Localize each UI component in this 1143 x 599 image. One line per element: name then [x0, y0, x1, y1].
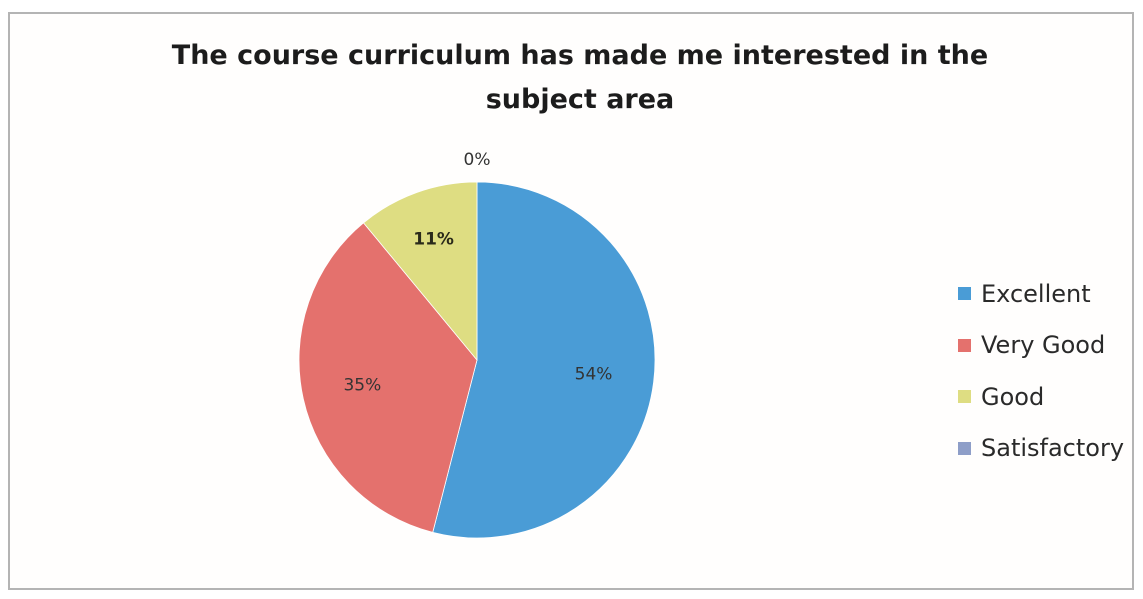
legend-label-satisfactory: Satisfactory — [981, 434, 1125, 463]
data-label-very-good: 35% — [343, 376, 381, 396]
legend-item-excellent: Excellent — [958, 268, 1124, 320]
chart-title: The course curriculum has made me intere… — [171, 40, 989, 115]
pie-slice-very-good — [298, 222, 478, 533]
pie-slice-good — [362, 181, 478, 362]
data-label-excellent: 54% — [575, 365, 613, 385]
pie-data-labels: 54% 35% 11% 0% — [343, 150, 612, 396]
pie-slices — [298, 181, 656, 539]
legend-item-good: Good — [958, 371, 1124, 423]
legend-label-excellent: Excellent — [981, 279, 1091, 308]
data-label-satisfactory: 0% — [464, 150, 491, 170]
legend-swatch-very-good — [958, 338, 971, 352]
chart-legend: Excellent Very Good Good Satisfactory — [958, 268, 1124, 474]
data-label-good: 11% — [413, 229, 454, 249]
legend-swatch-satisfactory — [958, 441, 971, 455]
legend-label-good: Good — [981, 382, 1045, 411]
legend-item-satisfactory: Satisfactory — [958, 423, 1124, 475]
legend-item-very-good: Very Good — [958, 320, 1124, 372]
legend-swatch-excellent — [958, 287, 971, 301]
legend-label-very-good: Very Good — [981, 331, 1106, 360]
legend-swatch-good — [958, 390, 971, 404]
pie-slice-excellent — [432, 181, 656, 539]
